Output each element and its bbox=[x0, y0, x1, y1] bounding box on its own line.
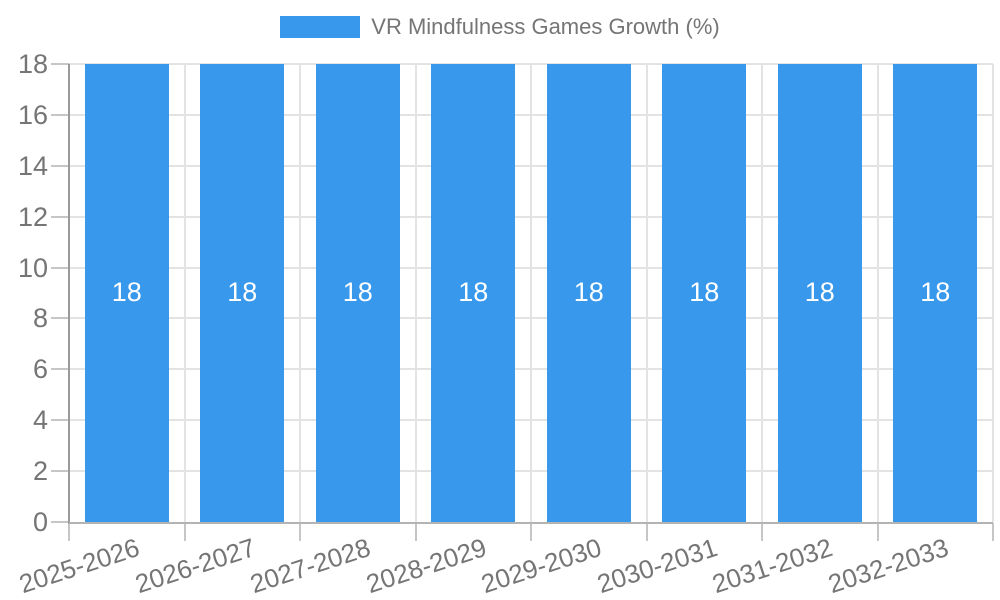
y-axis-tick-label: 14 bbox=[17, 150, 48, 181]
bar[interactable]: 18 bbox=[315, 64, 400, 522]
x-axis-tick-label: 2028-2029 bbox=[362, 532, 490, 600]
x-gridline bbox=[530, 64, 532, 522]
x-gridline bbox=[414, 64, 417, 522]
x-axis-tick bbox=[761, 523, 763, 541]
x-axis-tick-label: 2026-2027 bbox=[131, 532, 259, 600]
y-axis-tick-label: 6 bbox=[32, 354, 48, 385]
bar-value-label: 18 bbox=[804, 277, 835, 307]
y-axis-tick bbox=[51, 113, 69, 116]
bar-value-label: 18 bbox=[689, 277, 720, 307]
x-axis-tick bbox=[645, 523, 648, 541]
y-axis-tick-label: 10 bbox=[17, 252, 48, 283]
bar[interactable]: 18 bbox=[200, 64, 285, 522]
x-gridline bbox=[761, 64, 763, 522]
bar[interactable]: 18 bbox=[84, 64, 169, 522]
y-axis-tick-label: 12 bbox=[17, 201, 48, 232]
x-axis-tick bbox=[992, 523, 994, 541]
y-axis-line bbox=[68, 64, 70, 524]
y-axis-tick bbox=[51, 368, 69, 371]
y-axis-tick bbox=[51, 164, 69, 167]
legend-series-label: VR Mindfulness Games Growth (%) bbox=[371, 14, 720, 39]
bar-value-label: 18 bbox=[458, 277, 489, 307]
y-axis-tick bbox=[51, 317, 69, 320]
y-axis-tick bbox=[51, 470, 69, 473]
x-axis-tick-label: 2032-2033 bbox=[824, 532, 952, 600]
bar-value-label: 18 bbox=[573, 277, 604, 307]
y-axis-tick-label: 0 bbox=[32, 507, 48, 537]
x-axis-tick-label: 2029-2030 bbox=[477, 532, 606, 600]
legend-swatch-icon bbox=[280, 16, 361, 38]
bar-value-label: 18 bbox=[111, 277, 142, 307]
y-axis-tick-label: 8 bbox=[32, 303, 48, 334]
y-axis-tick bbox=[51, 63, 69, 65]
y-axis-tick bbox=[51, 521, 69, 523]
x-gridline bbox=[876, 64, 879, 522]
x-axis-tick-label: 2030-2031 bbox=[593, 532, 721, 600]
y-axis-tick-label: 16 bbox=[17, 99, 48, 130]
y-axis-tick-label: 2 bbox=[32, 456, 48, 487]
bar[interactable]: 18 bbox=[777, 64, 862, 522]
legend[interactable]: VR Mindfulness Games Growth (%) bbox=[0, 14, 1000, 40]
x-axis-tick bbox=[68, 523, 70, 541]
x-axis-tick-label: 2031-2032 bbox=[708, 532, 837, 600]
x-gridline bbox=[183, 64, 186, 522]
bar-value-label: 18 bbox=[920, 277, 951, 307]
y-axis-tick bbox=[51, 419, 69, 422]
x-gridline bbox=[645, 64, 648, 522]
bar-value-label: 18 bbox=[227, 277, 258, 307]
x-gridline bbox=[992, 64, 994, 522]
x-gridline bbox=[299, 64, 301, 522]
bar-value-label: 18 bbox=[342, 277, 373, 307]
x-axis-tick-label: 2025-2026 bbox=[15, 532, 144, 600]
x-axis-tick-label: 2027-2028 bbox=[246, 532, 375, 600]
x-axis-tick bbox=[530, 523, 532, 541]
x-axis-tick bbox=[876, 523, 879, 541]
x-axis-line bbox=[69, 522, 993, 524]
bar[interactable]: 18 bbox=[431, 64, 516, 522]
y-axis-tick bbox=[51, 215, 69, 218]
x-axis-tick bbox=[299, 523, 301, 541]
bar[interactable]: 18 bbox=[662, 64, 747, 522]
y-axis-tick bbox=[51, 266, 69, 269]
y-axis-tick-label: 4 bbox=[32, 405, 48, 436]
x-axis-tick bbox=[183, 523, 186, 541]
y-axis-tick-label: 18 bbox=[17, 49, 48, 79]
bar[interactable]: 18 bbox=[893, 64, 978, 522]
bar[interactable]: 18 bbox=[546, 64, 631, 522]
x-axis-tick bbox=[414, 523, 417, 541]
